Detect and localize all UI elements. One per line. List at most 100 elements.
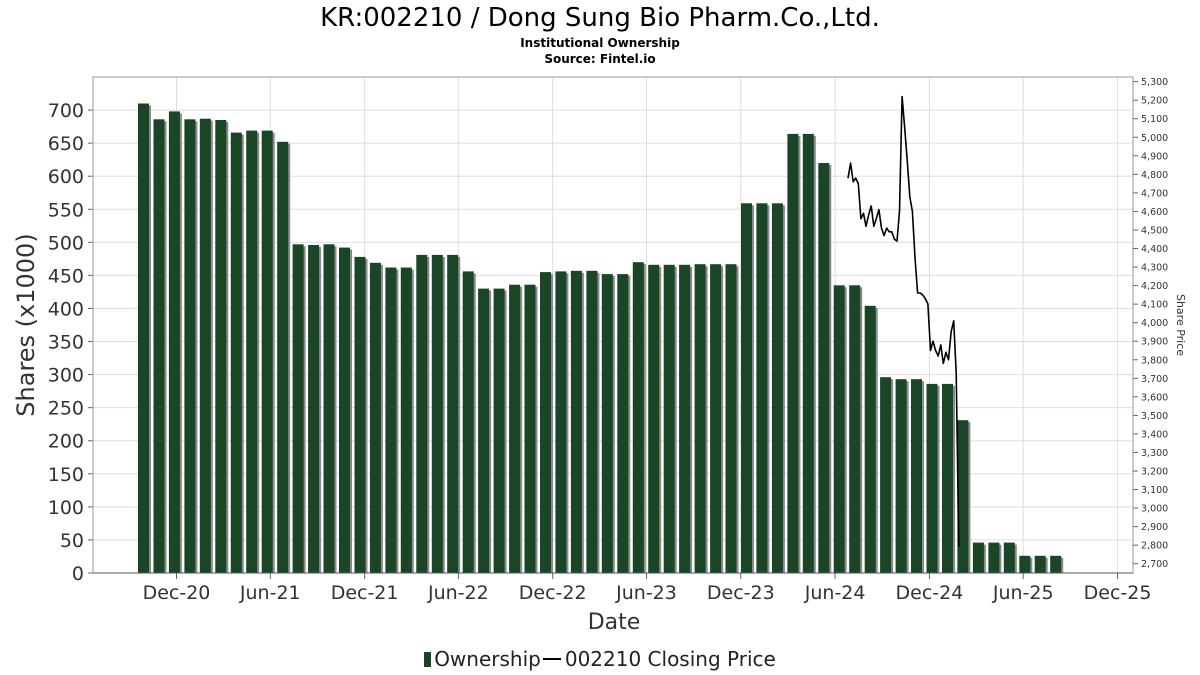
ownership-bar bbox=[431, 254, 443, 573]
x-tick-label: Jun-23 bbox=[615, 582, 677, 604]
x-tick-label: Dec-24 bbox=[896, 582, 964, 604]
ownership-bar bbox=[663, 264, 675, 573]
legend-ownership-label: Ownership bbox=[434, 647, 541, 671]
ownership-bar bbox=[168, 111, 180, 574]
y2-axis-title: Share Price bbox=[1174, 294, 1187, 356]
y2-tick-label: 5,100 bbox=[1141, 114, 1168, 125]
ownership-bar bbox=[725, 264, 737, 573]
y-tick-label: 600 bbox=[48, 166, 84, 188]
y-tick-label: 350 bbox=[48, 332, 84, 354]
ownership-bar bbox=[555, 271, 567, 573]
ownership-bar bbox=[648, 264, 660, 573]
y2-tick-label: 5,000 bbox=[1141, 133, 1168, 144]
ownership-bar bbox=[818, 163, 830, 573]
y-tick-label: 0 bbox=[72, 563, 84, 585]
y-tick-label: 100 bbox=[48, 497, 84, 519]
ownership-bar bbox=[1003, 542, 1015, 573]
y2-tick-label: 4,300 bbox=[1141, 263, 1168, 274]
x-tick-label: Dec-20 bbox=[143, 582, 211, 604]
y2-tick-label: 3,400 bbox=[1141, 429, 1168, 440]
y2-tick-label: 3,300 bbox=[1141, 448, 1168, 459]
chart-subtitle: Institutional Ownership bbox=[520, 36, 680, 50]
ownership-bar bbox=[586, 270, 598, 573]
ownership-bar bbox=[385, 267, 397, 573]
y-tick-label: 500 bbox=[48, 232, 84, 254]
y2-tick-label: 4,500 bbox=[1141, 225, 1168, 236]
legend-price-label: 002210 Closing Price bbox=[564, 647, 776, 671]
ownership-bar bbox=[988, 542, 1000, 573]
ownership-bar bbox=[246, 130, 258, 573]
ownership-bar bbox=[880, 377, 892, 573]
ownership-bar bbox=[416, 254, 428, 573]
y2-tick-label: 4,200 bbox=[1141, 281, 1168, 292]
ownership-bar bbox=[864, 305, 876, 573]
ownership-bar bbox=[292, 244, 304, 574]
ownership-bar bbox=[184, 119, 196, 574]
ownership-bar bbox=[895, 379, 907, 573]
x-tick-label: Jun-22 bbox=[427, 582, 489, 604]
ownership-bar bbox=[261, 130, 273, 573]
y2-tick-label: 2,900 bbox=[1141, 522, 1168, 533]
ownership-bar bbox=[787, 133, 799, 573]
price-line-layer bbox=[847, 95, 960, 548]
y2-tick-label: 3,600 bbox=[1141, 392, 1168, 403]
ownership-bar bbox=[308, 245, 320, 573]
chart-source: Source: Fintel.io bbox=[544, 52, 656, 66]
y2-tick-label: 3,500 bbox=[1141, 411, 1168, 422]
ownership-bar bbox=[942, 383, 953, 573]
ownership-bar bbox=[462, 271, 474, 573]
ownership-bar bbox=[617, 274, 629, 573]
ownership-bar bbox=[972, 542, 984, 573]
y-tick-label: 450 bbox=[48, 265, 84, 287]
y-tick-label: 650 bbox=[48, 133, 84, 155]
ownership-chart: 0 50 100 150 200 250 300 350 400 450 500 550 600 650 7… bbox=[12, 76, 1187, 635]
y2-tick-label: 4,600 bbox=[1141, 207, 1168, 218]
ownership-bar bbox=[339, 247, 350, 573]
ownership-bar bbox=[1019, 555, 1031, 573]
y-tick-label: 150 bbox=[48, 464, 84, 486]
ownership-bar bbox=[926, 383, 938, 573]
y2-tick-label: 4,700 bbox=[1141, 188, 1168, 199]
ownership-bar bbox=[957, 420, 969, 573]
ownership-bar bbox=[911, 379, 922, 573]
y2-tick-label: 3,700 bbox=[1141, 374, 1168, 385]
x-tick-label: Dec-23 bbox=[707, 582, 775, 604]
ownership-bar bbox=[400, 267, 412, 573]
ownership-bar bbox=[679, 264, 691, 573]
y-axis-title: Shares (x1000) bbox=[12, 233, 40, 416]
y2-tick-label: 4,900 bbox=[1141, 151, 1168, 162]
y2-tick-label: 4,400 bbox=[1141, 244, 1168, 255]
ownership-bar bbox=[199, 118, 211, 573]
ownership-bar bbox=[447, 254, 459, 573]
y-tick-label: 50 bbox=[60, 530, 84, 552]
y2-tick-label: 4,800 bbox=[1141, 170, 1168, 181]
y2-tick-label: 2,700 bbox=[1141, 559, 1168, 570]
price-line-swatch-icon bbox=[542, 658, 561, 660]
ownership-bar bbox=[601, 274, 613, 573]
ownership-bar bbox=[354, 256, 366, 573]
ownership-bar bbox=[493, 288, 505, 573]
ownership-bar bbox=[478, 288, 490, 573]
y2-tick-label: 4,100 bbox=[1141, 300, 1168, 311]
y-tick-label: 200 bbox=[48, 431, 84, 453]
ownership-bar bbox=[833, 285, 845, 573]
ownership-swatch-icon bbox=[424, 652, 432, 667]
ownership-bar bbox=[509, 284, 521, 573]
y2-tick-label: 4,000 bbox=[1141, 318, 1168, 329]
y2-tick-label: 3,100 bbox=[1141, 485, 1168, 496]
price-line bbox=[847, 95, 960, 548]
ownership-bar bbox=[369, 262, 381, 573]
x-tick-label: Jun-25 bbox=[992, 582, 1054, 604]
ownership-bar bbox=[1050, 555, 1062, 573]
ownership-bar bbox=[710, 264, 722, 573]
y2-tick-label: 5,200 bbox=[1141, 96, 1168, 107]
y2-tick-label: 3,800 bbox=[1141, 355, 1168, 366]
ownership-bar bbox=[540, 272, 551, 573]
ownership-bar bbox=[741, 203, 752, 574]
y2-tick-label: 5,300 bbox=[1141, 77, 1168, 88]
y-tick-label: 700 bbox=[48, 100, 84, 122]
ownership-bar bbox=[277, 141, 289, 574]
ownership-bar bbox=[323, 244, 335, 574]
y-tick-label: 300 bbox=[48, 365, 84, 387]
ownership-bar bbox=[694, 264, 706, 573]
